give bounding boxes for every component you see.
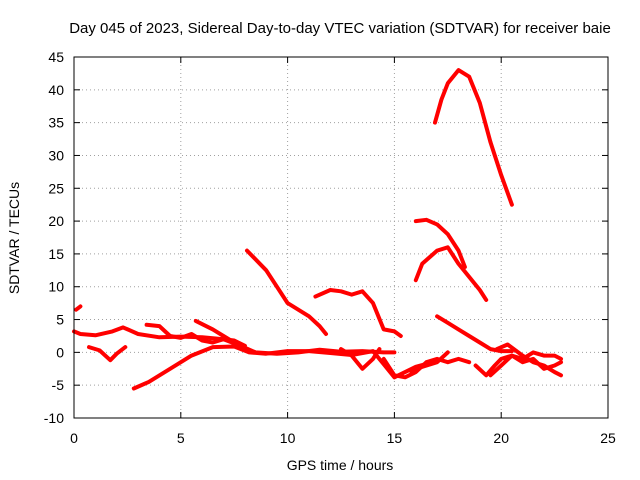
y-axis-label: SDTVAR / TECUs [6,182,22,294]
x-axis-label: GPS time / hours [287,457,394,473]
chart-title: Day 045 of 2023, Sidereal Day-to-day VTE… [69,20,611,37]
y-tick-label: 30 [48,147,64,163]
y-tick-label: 5 [56,312,64,328]
x-tick-label: 25 [600,430,616,446]
y-tick-label: 35 [48,115,64,131]
plot-frame [73,56,609,419]
x-tick-label: 20 [493,430,509,446]
y-tick-label: 20 [48,213,64,229]
x-tick-label: 10 [280,430,296,446]
y-tick-label: 0 [56,344,64,360]
y-tick-label: 25 [48,180,64,196]
series-line-s2 [74,304,83,312]
y-tick-label: 15 [48,246,64,262]
x-tick-label: 5 [177,430,185,446]
series-line-s13 [413,217,467,269]
series-line-s11 [409,350,450,375]
y-tick-label: -5 [52,377,65,393]
series-line-s9 [339,347,382,371]
series-line-s15 [435,314,514,354]
x-tick-label: 15 [387,430,403,446]
axis-ticks: 0 5 10 15 20 25 -10 -5 0 5 10 15 20 25 30 35 40 45 [44,49,616,446]
grid-lines [74,57,608,418]
y-tick-label: 45 [48,49,64,65]
y-tick-label: 40 [48,82,64,98]
series-line-s17 [488,350,563,378]
series-line-s14 [433,68,514,207]
series-line-s7 [245,248,328,336]
series-line-s3 [87,345,128,363]
x-tick-label: 0 [70,430,78,446]
series-line-s18 [494,342,563,378]
series-line-s4 [131,344,435,391]
y-tick-label: 10 [48,279,64,295]
series-line-s10 [381,356,472,380]
data-series [72,68,563,391]
series-line-s6 [193,318,258,355]
y-tick-label: -10 [44,410,64,426]
series-line-s12 [413,245,489,302]
series-line-s8 [313,288,403,338]
